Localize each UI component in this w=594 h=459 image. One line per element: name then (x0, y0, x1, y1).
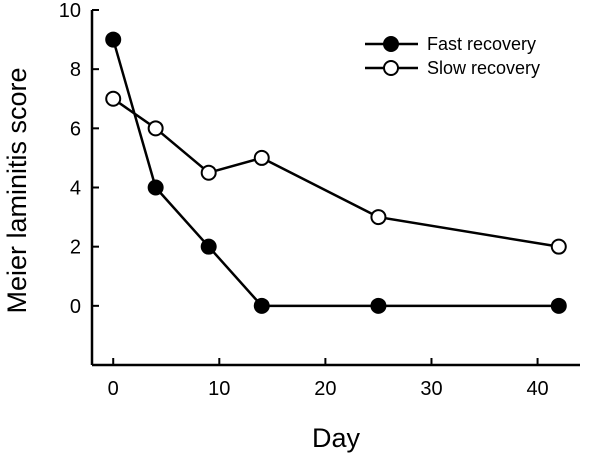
data-point-fast-recovery (253, 297, 270, 314)
legend-item-fast-recovery: Fast recovery (365, 34, 536, 54)
y-tick-label: 10 (59, 0, 81, 22)
y-tick-label: 0 (70, 296, 81, 318)
series-line-fast-recovery (112, 39, 559, 308)
y-axis-title: Meier laminitis score (2, 67, 32, 313)
legend-marker-slow (383, 60, 399, 76)
y-tick-label: 2 (70, 237, 81, 259)
series-line-slow-recovery (112, 97, 559, 248)
x-tick-label: 30 (420, 378, 442, 400)
y-tick-label: 8 (70, 59, 81, 81)
data-point-slow-recovery (200, 164, 217, 181)
series-layer (105, 31, 567, 314)
legend: Fast recovery Slow recovery (365, 34, 540, 78)
data-point-fast-recovery (370, 297, 387, 314)
x-tick-label: 20 (314, 378, 336, 400)
x-ticks: 0 10 20 30 40 (108, 358, 549, 400)
x-axis-title: Day (312, 423, 361, 453)
data-point-slow-recovery (105, 90, 122, 107)
data-point-fast-recovery (147, 179, 164, 196)
y-ticks: 0 2 4 6 8 10 (59, 0, 99, 318)
x-tick-label: 10 (208, 378, 230, 400)
data-point-fast-recovery (550, 297, 567, 314)
data-point-fast-recovery (200, 238, 217, 255)
x-tick-label: 40 (526, 378, 548, 400)
x-tick-label: 0 (108, 378, 119, 400)
y-tick-label: 6 (70, 118, 81, 140)
data-point-slow-recovery (147, 120, 164, 137)
data-point-slow-recovery (550, 238, 567, 255)
legend-item-slow-recovery: Slow recovery (365, 58, 540, 78)
data-point-fast-recovery (105, 31, 122, 48)
data-point-slow-recovery (253, 149, 270, 166)
data-point-slow-recovery (370, 209, 387, 226)
legend-label-slow: Slow recovery (427, 58, 540, 78)
legend-label-fast: Fast recovery (427, 34, 536, 54)
y-tick-label: 4 (70, 178, 81, 200)
legend-marker-fast (383, 36, 399, 52)
